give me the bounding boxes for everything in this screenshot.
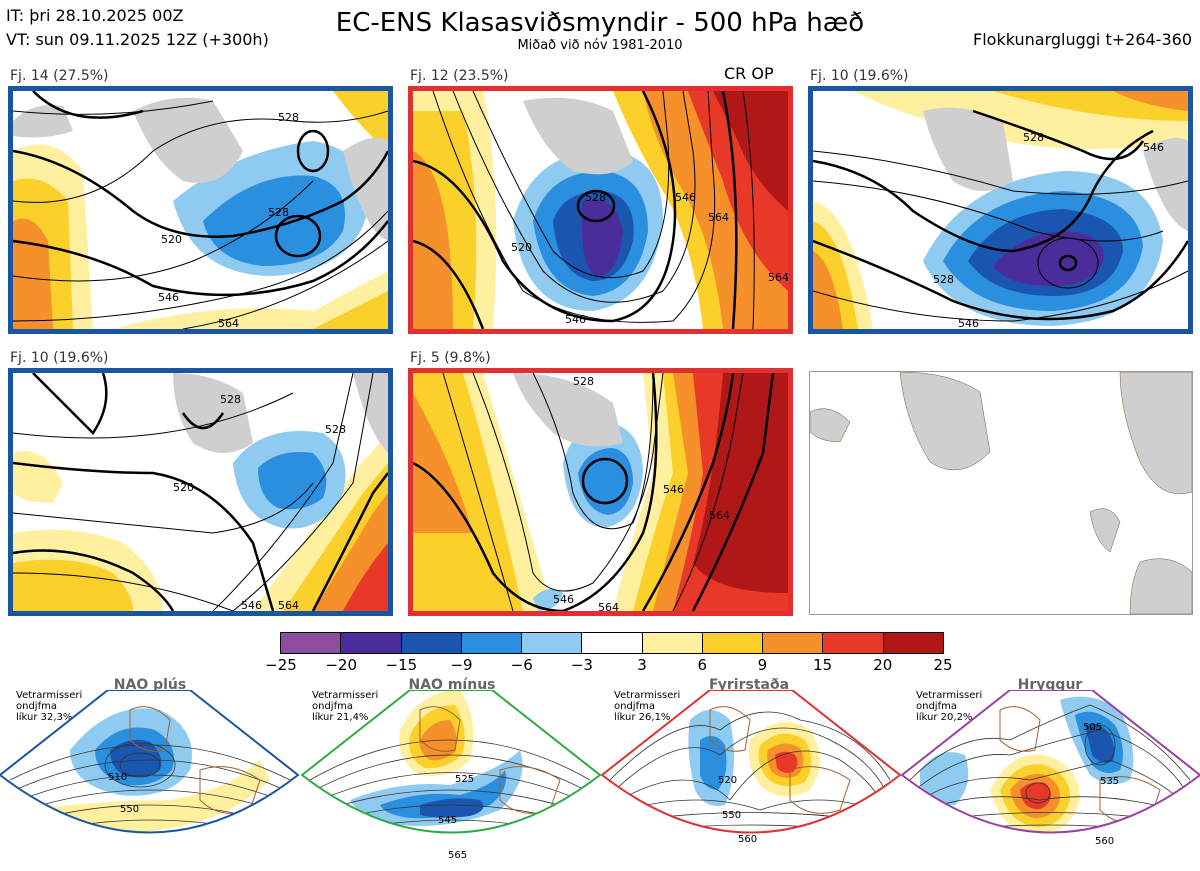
colorbar-segment [642, 633, 703, 653]
regime-title-nao-minus: NAO mínus [408, 677, 496, 693]
contour-label: 528 [933, 273, 954, 286]
contour-label: 546 [1143, 141, 1164, 154]
regime-contour-label: 505 [1083, 722, 1102, 733]
colorbar-segment [883, 633, 943, 653]
contour-label: 546 [565, 313, 586, 326]
init-time: IT: þri 28.10.2025 00Z [6, 6, 184, 25]
panel-label-5: Fj. 5 (9.8%) [410, 350, 491, 366]
regime-title-blocking: Fyrirstaða [708, 677, 790, 693]
page-title: EC-ENS Klasasviðsmyndir - 500 hPa hæð [335, 8, 865, 38]
colorbar-tick-label: 9 [757, 656, 768, 674]
colorbar-tick-label: −3 [570, 656, 593, 674]
contour-label: 564 [218, 317, 239, 329]
colorbar-tick-label: −15 [385, 656, 418, 674]
regime-title-ridge: Hryggur [1017, 677, 1083, 693]
colorbar-tick-label: 25 [933, 656, 953, 674]
colorbar [280, 632, 944, 654]
panel-label-1: Fj. 14 (27.5%) [10, 68, 109, 84]
panel-label-4: Fj. 10 (19.6%) [10, 350, 109, 366]
panel-label-2: Fj. 12 (23.5%) [410, 68, 509, 84]
colorbar-tick-label: 6 [697, 656, 708, 674]
cluster-map-4[interactable]: 528 520 528 546 564 [8, 368, 393, 616]
contour-label: 520 [511, 241, 532, 254]
colorbar-tick-label: −20 [325, 656, 357, 674]
contour-label: 520 [173, 481, 194, 494]
colorbar-tick-label: 3 [637, 656, 647, 674]
colorbar-segment [582, 633, 643, 653]
contour-label: 546 [675, 191, 696, 204]
regime-contour-label: 535 [1100, 776, 1119, 787]
colorbar-segment [522, 633, 583, 653]
regime-maps: 510 550 525 545 565 [0, 690, 1200, 861]
contour-label: 528 [1023, 131, 1044, 144]
regime-contour-label: 510 [108, 772, 127, 783]
regime-info-nao-plus: Vetrarmisseri ondjfma líkur 32,3% [16, 690, 83, 723]
colorbar-tick-label: 20 [873, 656, 893, 674]
contour-label: 520 [161, 233, 182, 246]
colorbar-segment [341, 633, 402, 653]
contour-label: 546 [241, 599, 262, 611]
regime-title-nao-plus: NAO plús [113, 677, 187, 693]
colorbar-segment [823, 633, 884, 653]
regime-contour-label: 550 [722, 810, 741, 821]
contour-label: 546 [958, 317, 979, 329]
regime-info-ridge: Vetrarmisseri ondjfma líkur 20,2% [916, 690, 983, 723]
cluster-map-3[interactable]: 528 546 528 546 [808, 86, 1193, 334]
contour-label: 546 [158, 291, 179, 304]
colorbar-segment [281, 633, 342, 653]
classification-window: Flokkunargluggi t+264-360 [973, 30, 1192, 49]
empty-map-panel [809, 371, 1193, 615]
regime-info-blocking: Vetrarmisseri ondjfma líkur 26,1% [614, 690, 681, 723]
cluster-map-5[interactable]: 528 546 564 546 564 [408, 368, 793, 616]
control-op-label: CR OP [724, 64, 774, 83]
contour-label: 528 [220, 393, 241, 406]
contour-label: 528 [278, 111, 299, 124]
contour-label: 546 [663, 483, 684, 496]
contour-label: 564 [709, 509, 730, 522]
regime-contour-label: 545 [438, 815, 457, 826]
contour-label: 528 [573, 375, 594, 388]
contour-label: 528 [585, 191, 606, 204]
header-times: IT: þri 28.10.2025 00Z VT: sun 09.11.202… [6, 4, 269, 52]
regime-contour-label: 560 [738, 834, 757, 845]
colorbar-tick-label: −6 [510, 656, 533, 674]
contour-label: 546 [553, 593, 574, 606]
colorbar-tick-label: −9 [450, 656, 473, 674]
page-subtitle: Miðað við nóv 1981-2010 [517, 38, 683, 53]
cluster-map-1[interactable]: 528 520 546 528 564 [8, 86, 393, 334]
contour-label: 528 [325, 423, 346, 436]
contour-label: 528 [268, 206, 289, 219]
regime-contour-label: 565 [448, 850, 467, 861]
regime-contour-label: 550 [120, 804, 139, 815]
colorbar-segment [461, 633, 523, 653]
colorbar-segment [702, 633, 764, 653]
contour-label: 564 [278, 599, 299, 611]
valid-time: VT: sun 09.11.2025 12Z (+300h) [6, 30, 269, 49]
regime-info-nao-minus: Vetrarmisseri ondjfma líkur 21,4% [312, 690, 379, 723]
cluster-map-2[interactable]: 528 520 546 564 546 564 [408, 86, 793, 334]
regime-contour-label: 520 [718, 775, 737, 786]
regime-contour-label: 560 [1095, 836, 1114, 847]
contour-label: 564 [598, 601, 619, 611]
panel-label-3: Fj. 10 (19.6%) [810, 68, 909, 84]
colorbar-segment [401, 633, 462, 653]
colorbar-segment [763, 633, 824, 653]
contour-label: 564 [708, 211, 729, 224]
colorbar-tick-label: 15 [813, 656, 833, 674]
regime-contour-label: 525 [455, 774, 474, 785]
colorbar-tick-label: −25 [265, 656, 297, 674]
contour-label: 564 [768, 271, 788, 284]
